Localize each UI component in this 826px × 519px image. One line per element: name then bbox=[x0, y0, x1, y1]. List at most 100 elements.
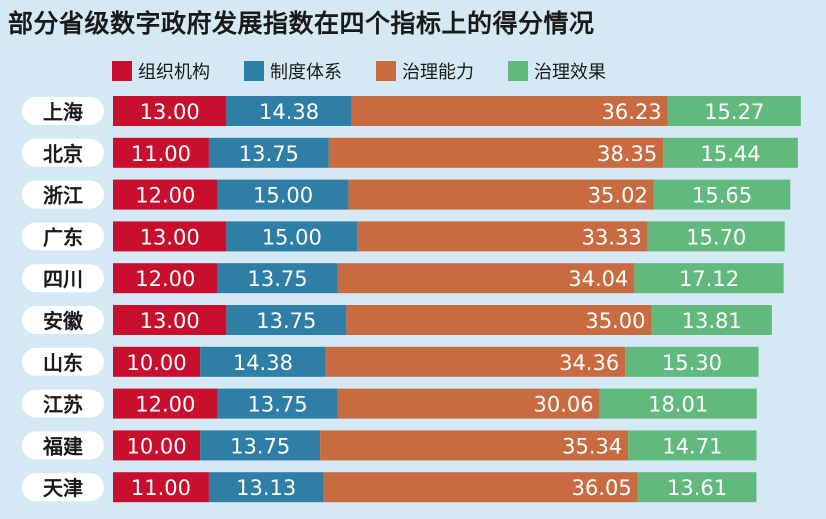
data-label-organization-4: 12.00 bbox=[135, 267, 195, 291]
legend-item-effect: 治理效果 bbox=[508, 58, 606, 84]
bar-capability-0 bbox=[351, 96, 668, 126]
category-text: 上海 bbox=[43, 100, 83, 124]
category-label-1: 北京 bbox=[22, 138, 104, 167]
chart-title: 部分省级数字政府发展指数在四个指标上的得分情况 bbox=[8, 9, 595, 38]
bar-system-2 bbox=[217, 179, 349, 210]
bar-capability-2 bbox=[348, 179, 654, 210]
data-label-capability-8: 35.34 bbox=[562, 434, 622, 458]
category-label-8: 福建 bbox=[22, 431, 104, 460]
bar-effect-0 bbox=[667, 96, 801, 126]
bar-capability-7 bbox=[337, 388, 600, 419]
category-text: 四川 bbox=[43, 267, 83, 291]
category-label-2: 浙江 bbox=[22, 180, 104, 209]
data-label-effect-4: 17.12 bbox=[679, 267, 739, 291]
category-pill bbox=[22, 180, 104, 209]
data-label-organization-1: 11.00 bbox=[131, 142, 191, 166]
data-label-effect-2: 15.65 bbox=[692, 184, 752, 208]
bar-effect-6 bbox=[625, 346, 759, 377]
data-label-system-2: 15.00 bbox=[253, 184, 313, 208]
bar-organization-0 bbox=[113, 96, 227, 126]
category-pill bbox=[22, 389, 104, 418]
bar-organization-7 bbox=[113, 388, 218, 419]
category-pill bbox=[22, 264, 104, 293]
data-label-effect-8: 14.71 bbox=[662, 434, 722, 458]
legend-item-capability: 治理能力 bbox=[376, 58, 474, 84]
category-pill bbox=[22, 473, 104, 502]
data-label-effect-7: 18.01 bbox=[648, 393, 708, 417]
bar-system-6 bbox=[200, 346, 326, 377]
legend-label-capability: 治理能力 bbox=[402, 62, 474, 83]
category-label-4: 四川 bbox=[22, 264, 104, 293]
legend-item-organization: 组织机构 bbox=[112, 58, 210, 84]
data-label-organization-9: 11.00 bbox=[131, 476, 191, 500]
data-label-organization-8: 10.00 bbox=[127, 434, 187, 458]
data-label-capability-3: 33.33 bbox=[582, 225, 642, 249]
bar-system-4 bbox=[217, 263, 338, 294]
bar-organization-8 bbox=[113, 430, 201, 461]
category-label-5: 安徽 bbox=[22, 306, 104, 334]
bar-system-5 bbox=[226, 305, 347, 335]
category-text: 浙江 bbox=[43, 184, 83, 208]
category-label-9: 天津 bbox=[22, 473, 104, 502]
bar-capability-3 bbox=[357, 221, 648, 252]
bar-capability-6 bbox=[325, 346, 626, 377]
legend-swatch-system bbox=[244, 61, 264, 81]
legend-item-system: 制度体系 bbox=[244, 58, 342, 84]
category-pill bbox=[22, 222, 104, 251]
category-pill bbox=[22, 97, 104, 125]
data-label-system-0: 14.38 bbox=[259, 100, 319, 124]
bar-system-8 bbox=[200, 430, 321, 461]
bar-system-9 bbox=[208, 472, 324, 503]
category-label-7: 江苏 bbox=[22, 389, 104, 418]
data-label-system-6: 14.38 bbox=[233, 351, 293, 375]
legend: 组织机构 制度体系 治理能力 治理效果 bbox=[112, 58, 640, 84]
bar-system-1 bbox=[208, 137, 329, 168]
bar-effect-1 bbox=[663, 137, 798, 168]
legend-swatch-organization bbox=[112, 61, 132, 81]
data-label-system-5: 13.75 bbox=[256, 309, 316, 333]
bar-system-7 bbox=[217, 388, 338, 419]
legend-label-organization: 组织机构 bbox=[138, 62, 210, 83]
data-label-organization-6: 10.00 bbox=[127, 351, 187, 375]
data-label-capability-4: 34.04 bbox=[568, 267, 628, 291]
legend-label-effect: 治理效果 bbox=[534, 62, 606, 83]
data-label-effect-6: 15.30 bbox=[662, 351, 722, 375]
category-text: 天津 bbox=[43, 476, 83, 500]
data-label-capability-7: 30.06 bbox=[534, 393, 594, 417]
legend-swatch-capability bbox=[376, 61, 396, 81]
data-label-organization-3: 13.00 bbox=[140, 225, 200, 249]
data-label-capability-1: 38.35 bbox=[597, 142, 657, 166]
category-text: 安徽 bbox=[43, 309, 84, 333]
category-text: 福建 bbox=[42, 434, 83, 458]
category-label-3: 广东 bbox=[22, 222, 104, 251]
bar-capability-8 bbox=[320, 430, 629, 461]
category-text: 广东 bbox=[43, 225, 83, 249]
bar-system-0 bbox=[226, 96, 352, 126]
category-pill bbox=[22, 138, 104, 167]
bar-capability-9 bbox=[323, 472, 638, 503]
data-label-system-7: 13.75 bbox=[248, 393, 308, 417]
bar-organization-9 bbox=[113, 472, 209, 503]
data-label-capability-6: 34.36 bbox=[559, 351, 619, 375]
data-label-organization-2: 12.00 bbox=[135, 184, 195, 208]
bar-effect-4 bbox=[634, 263, 784, 294]
data-label-organization-7: 12.00 bbox=[135, 393, 195, 417]
bar-capability-1 bbox=[328, 137, 664, 168]
bar-capability-5 bbox=[346, 305, 652, 335]
data-label-capability-9: 36.05 bbox=[572, 476, 632, 500]
category-label-0: 上海 bbox=[22, 97, 104, 125]
category-text: 山东 bbox=[43, 351, 83, 375]
data-label-capability-5: 35.00 bbox=[585, 309, 645, 333]
data-label-system-3: 15.00 bbox=[262, 225, 322, 249]
bar-organization-4 bbox=[113, 263, 218, 294]
data-label-capability-2: 35.02 bbox=[588, 184, 648, 208]
bar-capability-4 bbox=[337, 263, 635, 294]
category-text: 北京 bbox=[43, 142, 83, 166]
data-label-organization-5: 13.00 bbox=[140, 309, 200, 333]
bar-organization-3 bbox=[113, 221, 227, 252]
bar-effect-8 bbox=[628, 430, 757, 461]
bar-effect-2 bbox=[653, 179, 791, 210]
category-pill bbox=[22, 306, 104, 334]
data-label-effect-9: 13.61 bbox=[667, 476, 727, 500]
